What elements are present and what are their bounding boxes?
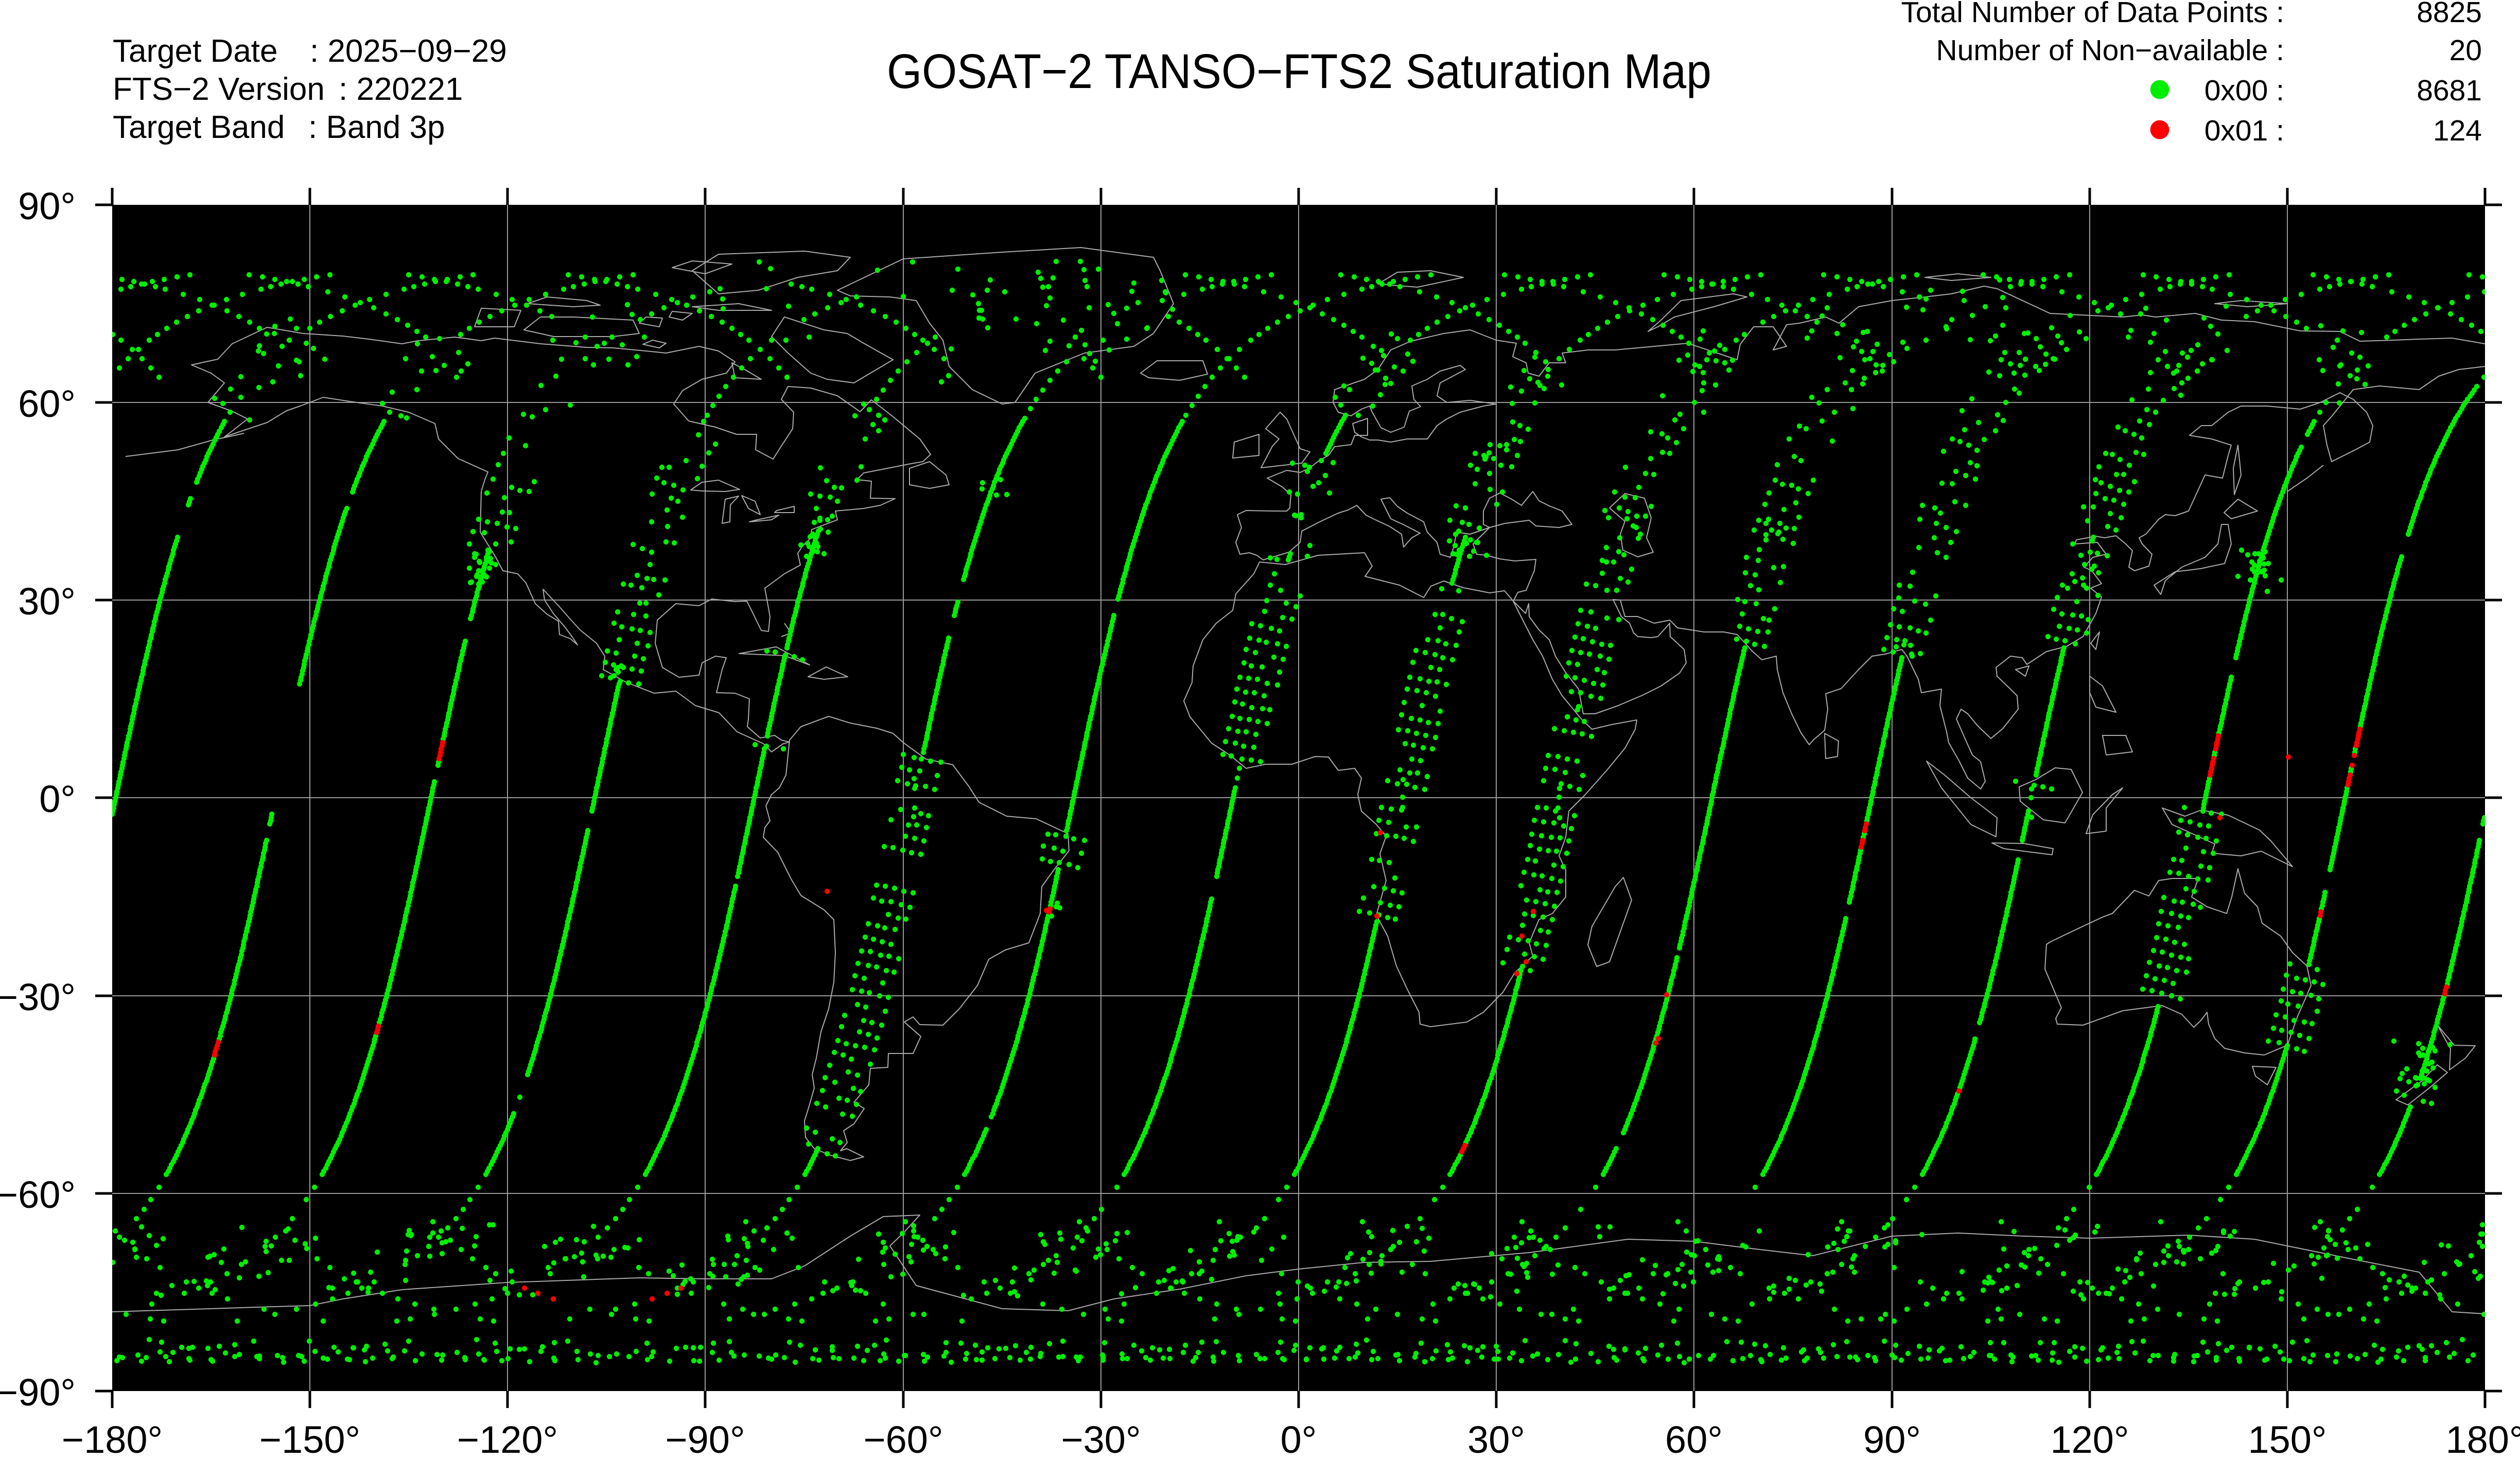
svg-text:60°: 60°: [1665, 1418, 1723, 1457]
svg-text:0°: 0°: [1281, 1418, 1317, 1457]
svg-text:Target Band: Target Band: [113, 110, 285, 145]
svg-text:0x00 :: 0x00 :: [2204, 74, 2284, 107]
svg-text:−90°: −90°: [665, 1418, 745, 1457]
svg-text:180°: 180°: [2445, 1418, 2520, 1457]
svg-text:150°: 150°: [2248, 1418, 2326, 1457]
svg-text:Total Number of Data Points :: Total Number of Data Points :: [1901, 0, 2284, 29]
svg-text:FTS−2 Version: FTS−2 Version: [113, 72, 325, 107]
svg-text:−60°: −60°: [0, 1173, 76, 1216]
svg-text:Number of Non−available :: Number of Non−available :: [1936, 34, 2284, 67]
svg-text:−60°: −60°: [863, 1418, 943, 1457]
svg-text:: 2025−09−29: : 2025−09−29: [310, 33, 507, 69]
svg-text:−150°: −150°: [259, 1418, 360, 1457]
svg-text:30°: 30°: [1467, 1418, 1525, 1457]
svg-text:120°: 120°: [2050, 1418, 2129, 1457]
svg-text:Target Date: Target Date: [113, 33, 278, 69]
svg-text:0x01 :: 0x01 :: [2204, 114, 2284, 147]
svg-text:60°: 60°: [18, 382, 76, 425]
svg-text:30°: 30°: [18, 580, 76, 623]
svg-text:0°: 0°: [39, 778, 76, 820]
svg-text:: Band 3p: : Band 3p: [308, 110, 445, 145]
svg-text:GOSAT−2 TANSO−FTS2 Saturation: GOSAT−2 TANSO−FTS2 Saturation Map: [887, 44, 1711, 99]
svg-text:−90°: −90°: [0, 1371, 76, 1414]
svg-text:−30°: −30°: [0, 976, 76, 1018]
svg-text:124: 124: [2433, 114, 2482, 147]
svg-text:20: 20: [2449, 34, 2482, 67]
svg-text:−120°: −120°: [457, 1418, 558, 1457]
svg-text:−180°: −180°: [62, 1418, 163, 1457]
svg-text:: 220221: : 220221: [339, 72, 463, 107]
svg-text:90°: 90°: [1863, 1418, 1921, 1457]
svg-text:−30°: −30°: [1061, 1418, 1141, 1457]
svg-text:8681: 8681: [2417, 74, 2482, 107]
svg-text:90°: 90°: [18, 185, 76, 227]
svg-text:8825: 8825: [2417, 0, 2482, 29]
